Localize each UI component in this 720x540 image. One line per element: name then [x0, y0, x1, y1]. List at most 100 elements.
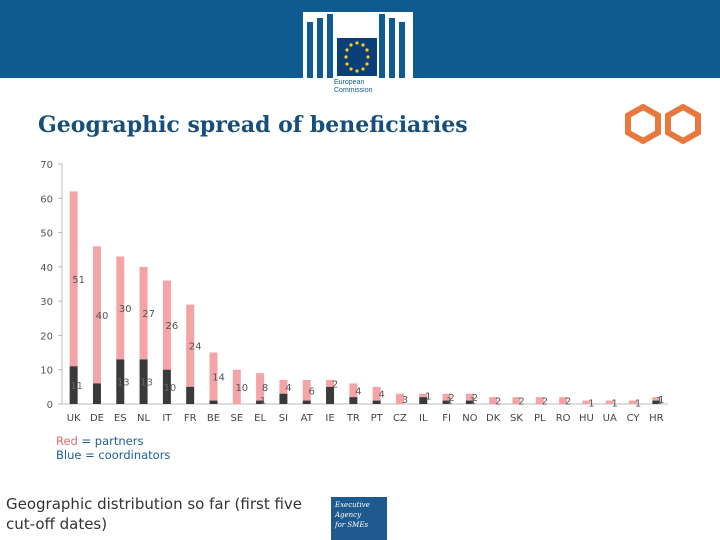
data-label-coordinators: 1 — [656, 396, 662, 407]
data-label-partners: 1 — [425, 391, 431, 402]
x-tick-label: UA — [603, 413, 617, 424]
legend-coordinators: Blue = coordinators — [56, 448, 170, 462]
bar-partners-ro — [559, 397, 568, 404]
ec-logo-text: European Commission — [334, 79, 394, 95]
bar-partners-de — [92, 246, 101, 384]
x-tick-label: IT — [162, 413, 172, 424]
bar-partners-hr — [652, 397, 661, 401]
data-label-partners: 4 — [378, 390, 384, 401]
bar-coordinators-de — [92, 383, 101, 404]
x-tick-label: HR — [649, 413, 664, 424]
bar-coordinators-nl — [139, 359, 148, 404]
legend-blue-text: = coordinators — [81, 448, 171, 462]
bar-coordinators-at — [302, 400, 311, 404]
data-label-partners: 10 — [235, 383, 248, 394]
x-tick-label: AT — [301, 413, 314, 424]
data-label-partners: 2 — [448, 393, 454, 404]
y-tick-label: 40 — [40, 263, 53, 274]
ec-building-icon — [307, 14, 405, 78]
bar-partners-cz — [395, 393, 404, 404]
beneficiaries-bar-chart: 010203040506070UK5111DE40ES3013NL2713IT2… — [40, 160, 668, 424]
ec-logo — [303, 12, 413, 104]
y-tick-label: 50 — [40, 229, 53, 240]
x-tick-label: DE — [90, 413, 104, 424]
x-tick-label: NO — [462, 413, 477, 424]
bar-partners-fi — [442, 393, 451, 401]
bar-coordinators-il — [419, 397, 428, 404]
bar-partners-cy — [629, 400, 638, 404]
data-label-partners: 14 — [212, 373, 225, 384]
x-tick-label: SE — [230, 413, 243, 424]
bar-coordinators-be — [209, 400, 218, 404]
data-label-partners: 8 — [262, 383, 268, 394]
legend-red-word: Red — [56, 434, 78, 448]
x-tick-label: EL — [254, 413, 266, 424]
footnote: Geographic distribution so far (first fi… — [6, 495, 303, 533]
data-label-coordinators: 11 — [70, 381, 83, 392]
data-label-partners: 1 — [658, 395, 664, 406]
y-tick-label: 10 — [40, 366, 53, 377]
x-tick-label: CY — [627, 413, 641, 424]
logo-text-line1: European — [334, 79, 365, 86]
data-label-coordinators: 1 — [260, 396, 266, 407]
data-label-partners: 4 — [355, 386, 361, 397]
x-tick-label: PL — [534, 413, 546, 424]
data-label-coordinators: 13 — [117, 378, 130, 389]
data-label-partners: 2 — [472, 393, 478, 404]
x-tick-label: IE — [325, 413, 334, 424]
logo-text-line2: Commission — [334, 87, 373, 94]
bar-partners-fr — [186, 304, 195, 387]
x-tick-label: UK — [67, 413, 81, 424]
data-label-partners: 2 — [518, 397, 524, 408]
bar-partners-nl — [139, 266, 148, 360]
data-label-partners: 2 — [565, 397, 571, 408]
bar-partners-se — [232, 369, 241, 404]
bar-partners-ua — [605, 400, 614, 404]
data-label-partners: 1 — [612, 398, 618, 409]
x-tick-label: SK — [510, 413, 523, 424]
hexagon-icon-right — [665, 104, 701, 144]
x-tick-label: NL — [137, 413, 150, 424]
bar-partners-el — [256, 373, 265, 401]
bar-partners-sk — [512, 397, 521, 404]
data-label-coordinators: 13 — [140, 378, 153, 389]
bar-coordinators-it — [162, 369, 171, 404]
bar-coordinators-si — [279, 393, 288, 404]
bar-coordinators-el — [256, 400, 265, 404]
bar-coordinators-fi — [442, 400, 451, 404]
bar-coordinators-hr — [652, 400, 661, 404]
bar-partners-tr — [349, 383, 358, 398]
bar-coordinators-no — [465, 400, 474, 404]
bar-partners-hu — [582, 400, 591, 404]
bar-partners-ie — [326, 380, 335, 387]
data-label-partners: 1 — [635, 398, 641, 409]
agency-line2: Agency — [335, 511, 362, 519]
x-tick-label: DK — [486, 413, 501, 424]
y-tick-label: 30 — [40, 297, 53, 308]
data-label-partners: 24 — [189, 342, 202, 353]
data-label-partners: 51 — [72, 275, 85, 286]
x-tick-label: PT — [371, 413, 384, 424]
data-label-coordinators: 1 — [446, 396, 452, 407]
data-label-coordinators: 10 — [164, 383, 177, 394]
bar-partners-il — [419, 393, 428, 398]
data-label-partners: 2 — [495, 397, 501, 408]
legend-red-text: = partners — [77, 434, 144, 448]
x-tick-label: SI — [279, 413, 288, 424]
x-tick-label: FI — [442, 413, 451, 424]
legend-blue-word: Blue — [56, 448, 82, 462]
bar-partners-no — [465, 393, 474, 401]
bar-coordinators-tr — [349, 397, 358, 404]
easme-logo: Executive Agency for SMEs — [331, 497, 387, 540]
y-tick-label: 60 — [40, 194, 53, 205]
y-tick-label: 70 — [40, 160, 53, 171]
y-tick-label: 20 — [40, 331, 53, 342]
x-tick-label: IL — [419, 413, 428, 424]
data-label-partners: 2 — [332, 379, 338, 390]
y-tick-label: 0 — [47, 400, 53, 411]
bar-coordinators-pt — [372, 400, 381, 404]
agency-line3: for SMEs — [335, 521, 369, 529]
slide-title: Geographic spread of beneficiaries — [38, 112, 468, 138]
bar-partners-at — [302, 380, 311, 401]
data-label-partners: 3 — [402, 395, 408, 406]
